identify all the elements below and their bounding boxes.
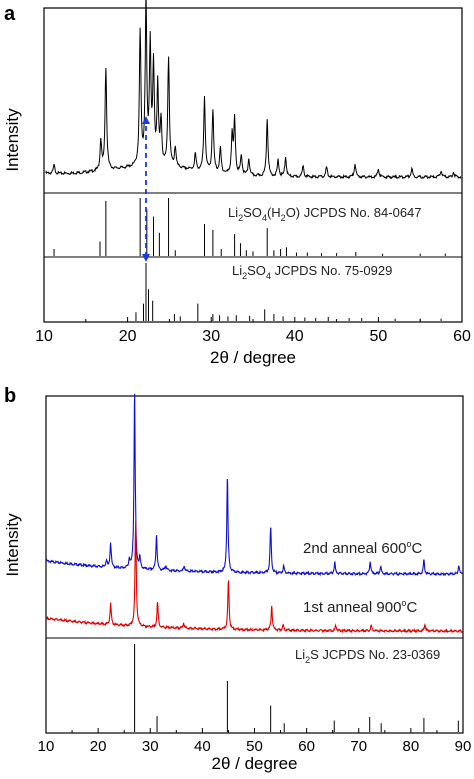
panel-b-series-1st-anneal-line (46, 520, 463, 634)
panel-a-xtick-label: 50 (370, 328, 388, 345)
panel-a-reference-label-1-part: (H (267, 205, 281, 220)
panel-b-xtick-label: 10 (38, 738, 55, 755)
panel-a-reference-label-2-part: JCPDS No. 75-0929 (271, 263, 392, 278)
panel-a-ylabel: Intensity (3, 108, 22, 172)
panel-a-xtick-label: 20 (119, 328, 137, 345)
panel-b-xtick-label: 20 (90, 738, 107, 755)
panel-a-reference-label-1-part: O) JCPDS No. 84-0647 (286, 205, 422, 220)
panel-b-xtick-label: 30 (142, 738, 159, 755)
panel-b-xtick-label: 50 (246, 738, 263, 755)
panel-a-xlabel: 2θ / degree (210, 348, 296, 367)
panel-b-label: b (4, 385, 16, 407)
panel-b-series-1st-anneal-label: 1st anneal 900oC (303, 598, 417, 616)
panel-b-series-2nd-anneal-label-part: 2nd anneal 600 (303, 540, 406, 557)
panel-a-reference-1 (53, 198, 446, 256)
panel-a-xtick-label: 40 (286, 328, 304, 345)
panel-b-xtick-label: 70 (350, 738, 367, 755)
panel-b-ylabel: Intensity (3, 513, 22, 577)
panel-b-reference-label-1: Li2S JCPDS No. 23-0369 (295, 647, 440, 665)
panel-b-xtick-label: 60 (298, 738, 315, 755)
panel-b-series-2nd-anneal-label: 2nd anneal 600oC (303, 539, 422, 557)
panel-a-dashed-arrow (141, 116, 150, 262)
panel-b-xtick-label: 80 (403, 738, 420, 755)
panel-a-xtick-label: 60 (453, 328, 471, 345)
panel-a-reference-2 (135, 263, 442, 321)
panel-a-reference-label-2-part: Li (232, 263, 242, 278)
dashed-arrow-head-down (141, 254, 150, 262)
panel-a-measured-line (45, 0, 462, 180)
panel-a-reference-label-1-part: 4 (262, 213, 267, 223)
panel-b-series-2nd-anneal-line (45, 393, 463, 577)
panel-a-reference-label-2-part: 4 (266, 271, 271, 281)
panel-a-reference-label-2-part: SO (247, 263, 266, 278)
panel-a-reference-label-2-part: 2 (242, 271, 247, 281)
panel-a-reference-label-1-part: Li (228, 205, 238, 220)
panel-b-series-2nd-anneal-label-part: C (411, 540, 422, 557)
panel-b-series-1st-anneal-label-part: C (406, 599, 417, 616)
panel-b-series-1st-anneal-label-part: o (401, 598, 406, 608)
panel-a-reference-label-2: Li2SO4 JCPDS No. 75-0929 (232, 263, 392, 281)
panel-b-series-2nd-anneal-label-part: o (406, 539, 411, 549)
panel-b-reference-label-1-part: S JCPDS No. 23-0369 (310, 647, 440, 662)
panel-b-reference-label-1-part: Li (295, 647, 305, 662)
dashed-arrow-head-up (141, 116, 150, 124)
panel-a-reference-label-1-part: SO (243, 205, 262, 220)
panel-b-xtick-label: 90 (455, 738, 472, 755)
panel-a-reference-label-1-part: 2 (238, 213, 243, 223)
panel-b-series-1st-anneal-label-part: 1st anneal 900 (303, 599, 401, 616)
panel-b-reference-1 (134, 644, 459, 732)
panel-b-xlabel: 2θ / degree (211, 754, 297, 773)
panel-b-reference-label-1-part: 2 (305, 655, 310, 665)
panel-a-xtick-label: 30 (202, 328, 220, 345)
panel-a-reference-label-1: Li2SO4(H2O) JCPDS No. 84-0647 (228, 205, 422, 223)
panel-b-xtick-label: 40 (194, 738, 211, 755)
panel-a-reference-label-1-part: 2 (281, 213, 286, 223)
panel-a-label: a (4, 3, 16, 25)
panel-a-xtick-label: 10 (35, 328, 53, 345)
